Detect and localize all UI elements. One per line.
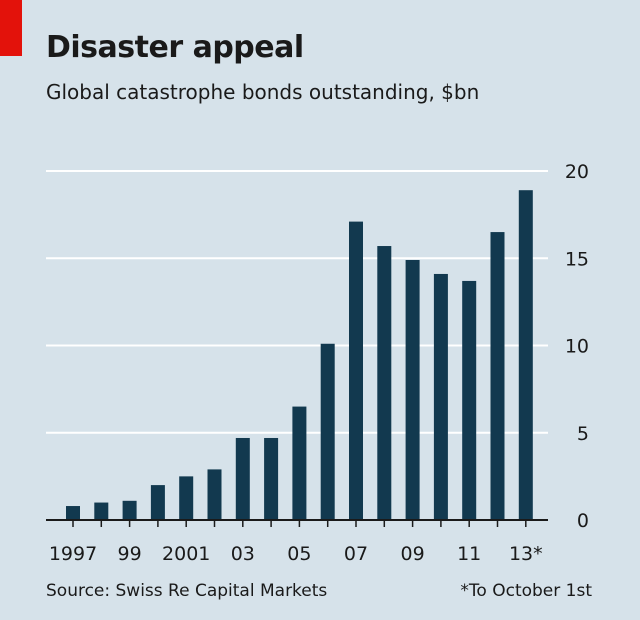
bar-2008 [377, 246, 392, 520]
y-tick-label-20: 20 [565, 161, 589, 183]
y-tick-label-5: 5 [577, 423, 589, 445]
bar-2010 [433, 273, 448, 520]
bar-1999 [122, 500, 137, 520]
bar-2005 [292, 406, 307, 520]
bar-2011 [462, 280, 477, 520]
bar-2000 [150, 485, 165, 520]
x-tick-label-09: 09 [401, 543, 425, 565]
x-tick-label-03: 03 [231, 543, 255, 565]
x-tick-label-05: 05 [287, 543, 311, 565]
footnote: *To October 1st [460, 581, 592, 601]
y-tick-label-0: 0 [577, 510, 589, 532]
bar-2001 [179, 476, 194, 520]
x-tick-label-07: 07 [344, 543, 368, 565]
bar-1997 [66, 506, 80, 520]
bar-2009 [405, 259, 420, 520]
y-tick-label-10: 10 [565, 336, 589, 358]
bar-1998 [94, 502, 109, 520]
chart-subtitle: Global catastrophe bonds outstanding, $b… [46, 80, 480, 104]
chart-title: Disaster appeal [46, 30, 304, 65]
source-note: Source: Swiss Re Capital Markets [46, 581, 328, 601]
x-tick-label-99: 99 [118, 543, 142, 565]
x-tick-label-2001: 2001 [162, 543, 210, 565]
x-tick-label-1997: 1997 [49, 543, 97, 565]
x-tick-label-13: 13* [509, 543, 543, 565]
y-tick-label-15: 15 [565, 248, 589, 270]
bar-2004 [264, 437, 279, 520]
x-tick-label-11: 11 [457, 543, 481, 565]
bar-2003 [235, 437, 250, 520]
brand-tab [0, 0, 22, 56]
bar-2007 [349, 221, 363, 520]
bar-2002 [207, 469, 222, 520]
bar-2006 [320, 343, 335, 520]
bar-2013 [518, 190, 533, 520]
bar-2012 [490, 232, 505, 520]
